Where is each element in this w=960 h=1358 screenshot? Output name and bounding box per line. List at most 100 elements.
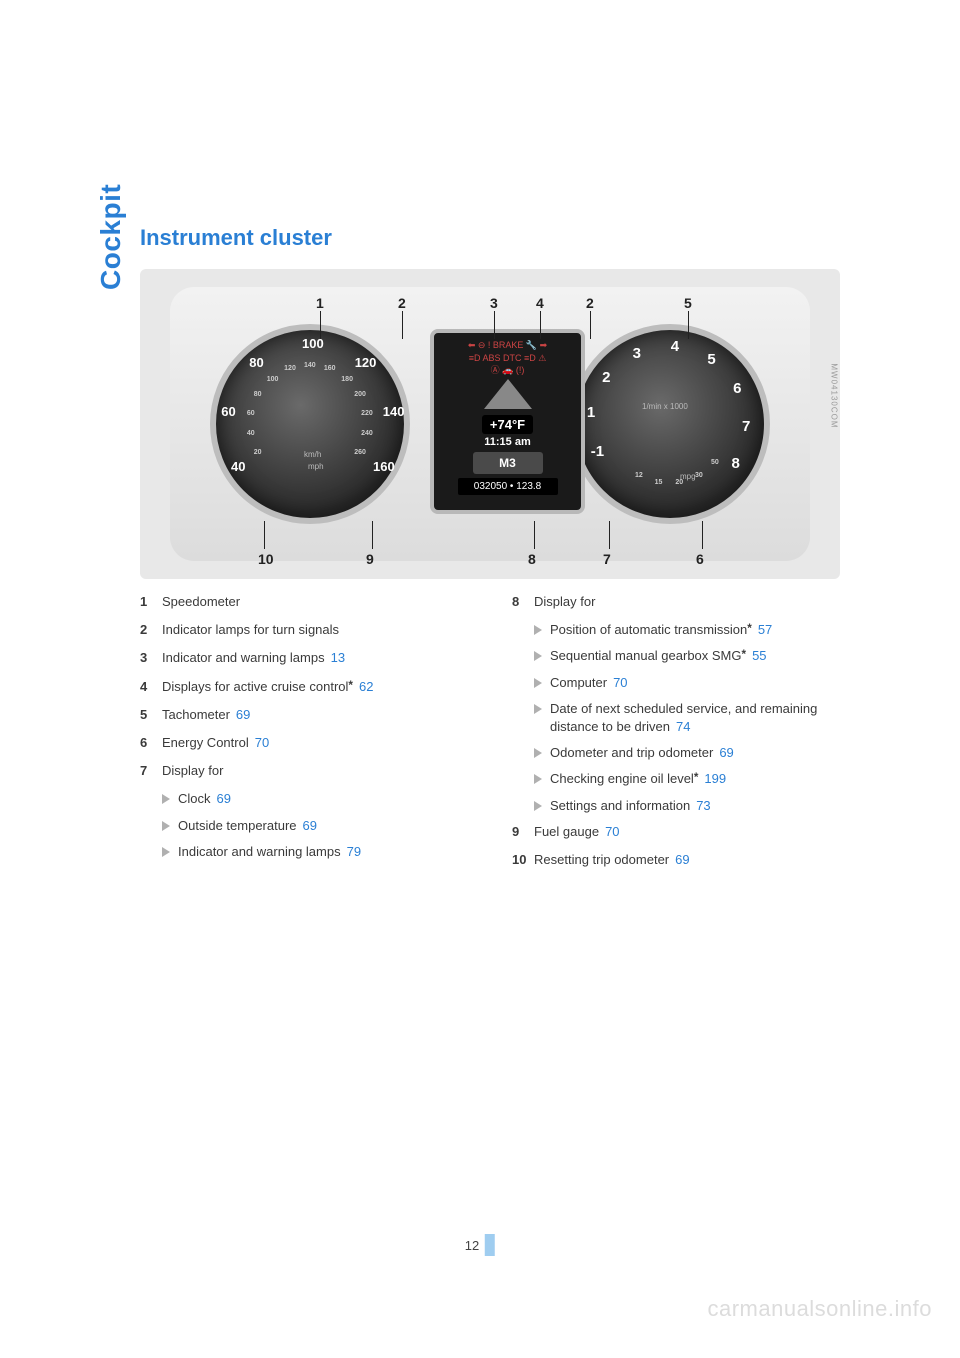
legend-item: 5Tachometer69 [140, 706, 488, 724]
callout-line [494, 311, 495, 339]
speedo-tick: 40 [231, 459, 245, 474]
page-reference-link[interactable]: 55 [752, 648, 766, 663]
page-reference-link[interactable]: 70 [613, 675, 627, 690]
speedo-kmh-tick: 140 [304, 362, 316, 369]
page-reference-link[interactable]: 79 [347, 844, 361, 859]
callout-number-bottom: 9 [366, 551, 374, 567]
instrument-cluster-diagram: km/h mph 4060801001201401602040608010012… [140, 269, 840, 579]
triangle-bullet-icon [534, 651, 542, 661]
legend-item-text: Tachometer69 [162, 706, 488, 724]
speedometer-gauge: km/h mph 4060801001201401602040608010012… [210, 324, 410, 524]
legend-item: 3Indicator and warning lamps13 [140, 649, 488, 667]
callout-line [534, 521, 535, 549]
legend-subitem-text: Outside temperature69 [178, 817, 317, 835]
legend-item-number: 5 [140, 706, 162, 724]
triangle-bullet-icon [162, 821, 170, 831]
legend-sublist: Clock69Outside temperature69Indicator an… [162, 790, 488, 861]
legend-subitem-text: Position of automatic transmission*57 [550, 621, 772, 639]
callout-line [702, 521, 703, 549]
mpg-tick: 15 [655, 479, 663, 486]
icons-row-1: ⬅ ⊖ ! BRAKE 🔧 ➡ [434, 339, 581, 352]
speedo-tick: 80 [249, 355, 263, 370]
odometer-display: 032050 • 123.8 [458, 478, 558, 495]
page-reference-link[interactable]: 69 [303, 818, 317, 833]
legend-item: 1Speedometer [140, 593, 488, 611]
legend-subitem-text: Computer70 [550, 674, 628, 692]
legend-subitem-text: Indicator and warning lamps79 [178, 843, 361, 861]
callout-line [264, 521, 265, 549]
legend-item: 6Energy Control70 [140, 734, 488, 752]
page-reference-link[interactable]: 57 [758, 622, 772, 637]
callout-number-bottom: 8 [528, 551, 536, 567]
mph-unit: mph [308, 462, 324, 471]
page-reference-link[interactable]: 62 [359, 679, 373, 694]
tacho-tick: 3 [633, 345, 641, 362]
legend-subitem: Outside temperature69 [162, 817, 488, 835]
speedo-kmh-tick: 80 [254, 391, 262, 398]
triangle-bullet-icon [534, 625, 542, 635]
legend-item-text: Display for [162, 762, 488, 780]
legend-item-number: 6 [140, 734, 162, 752]
footnote-star: * [742, 648, 747, 661]
legend-item-number: 8 [512, 593, 534, 611]
footnote-star: * [348, 679, 353, 692]
page-reference-link[interactable]: 70 [605, 824, 619, 839]
legend-left-column: 1Speedometer2Indicator lamps for turn si… [140, 593, 488, 879]
tacho-tick: 5 [707, 351, 715, 368]
legend-subitem: Checking engine oil level*199 [534, 770, 860, 788]
legend-columns: 1Speedometer2Indicator lamps for turn si… [140, 593, 860, 879]
callout-number-bottom: 7 [603, 551, 611, 567]
page-reference-link[interactable]: 70 [255, 735, 269, 750]
page-reference-link[interactable]: 74 [676, 719, 690, 734]
legend-item: 8Display for [512, 593, 860, 611]
footnote-star: * [747, 622, 752, 635]
legend-item-number: 3 [140, 649, 162, 667]
triangle-bullet-icon [534, 678, 542, 688]
legend-subitem: Date of next scheduled service, and rema… [534, 700, 860, 736]
page-reference-link[interactable]: 73 [696, 798, 710, 813]
page-reference-link[interactable]: 13 [331, 650, 345, 665]
legend-item: 10Resetting trip odometer69 [512, 851, 860, 869]
center-display: ⬅ ⊖ ! BRAKE 🔧 ➡ ≡D ABS DTC ≡D ⚠ Ⓐ 🚗 (!) … [430, 329, 585, 514]
speedo-kmh-tick: 260 [354, 449, 366, 456]
legend-subitem-text: Sequential manual gearbox SMG*55 [550, 647, 767, 665]
legend-subitem-text: Settings and information73 [550, 797, 711, 815]
tacho-tick: 7 [742, 418, 750, 435]
speedo-kmh-tick: 60 [247, 410, 255, 417]
page-reference-link[interactable]: 69 [719, 745, 733, 760]
legend-item: 9Fuel gauge70 [512, 823, 860, 841]
callout-line [320, 311, 321, 339]
speedo-kmh-tick: 100 [267, 376, 279, 383]
tacho-tick: 6 [733, 380, 741, 397]
page-reference-link[interactable]: 69 [675, 852, 689, 867]
speedo-kmh-tick: 220 [361, 410, 373, 417]
legend-item: 7Display for [140, 762, 488, 780]
clock-display: 11:15 am [434, 436, 581, 448]
legend-item-text: Resetting trip odometer69 [534, 851, 860, 869]
callout-line [372, 521, 373, 549]
callout-number-top: 1 [316, 295, 324, 311]
triangle-bullet-icon [162, 794, 170, 804]
speedo-tick: 120 [355, 355, 377, 370]
watermark: carmanualsonline.info [707, 1296, 932, 1322]
tacho-tick: 8 [732, 455, 740, 472]
legend-right-column: 8Display forPosition of automatic transm… [512, 593, 860, 879]
legend-item-number: 2 [140, 621, 162, 639]
page-reference-link[interactable]: 199 [704, 771, 726, 786]
tacho-tick: -1 [591, 443, 604, 460]
callout-number-top: 2 [398, 295, 406, 311]
callout-number-top: 2 [586, 295, 594, 311]
speedo-kmh-tick: 40 [247, 430, 255, 437]
page-reference-link[interactable]: 69 [236, 707, 250, 722]
section-title: Instrument cluster [140, 225, 860, 251]
legend-subitem: Position of automatic transmission*57 [534, 621, 860, 639]
page-reference-link[interactable]: 69 [217, 791, 231, 806]
legend-item-text: Speedometer [162, 593, 488, 611]
legend-item-text: Displays for active cruise control*62 [162, 678, 488, 696]
callout-number-top: 4 [536, 295, 544, 311]
sidebar-section-label: Cockpit [95, 184, 127, 290]
gear-display: M3 [473, 452, 543, 474]
legend-item: 4Displays for active cruise control*62 [140, 678, 488, 696]
legend-subitem: Settings and information73 [534, 797, 860, 815]
page-number-bar [485, 1234, 495, 1256]
